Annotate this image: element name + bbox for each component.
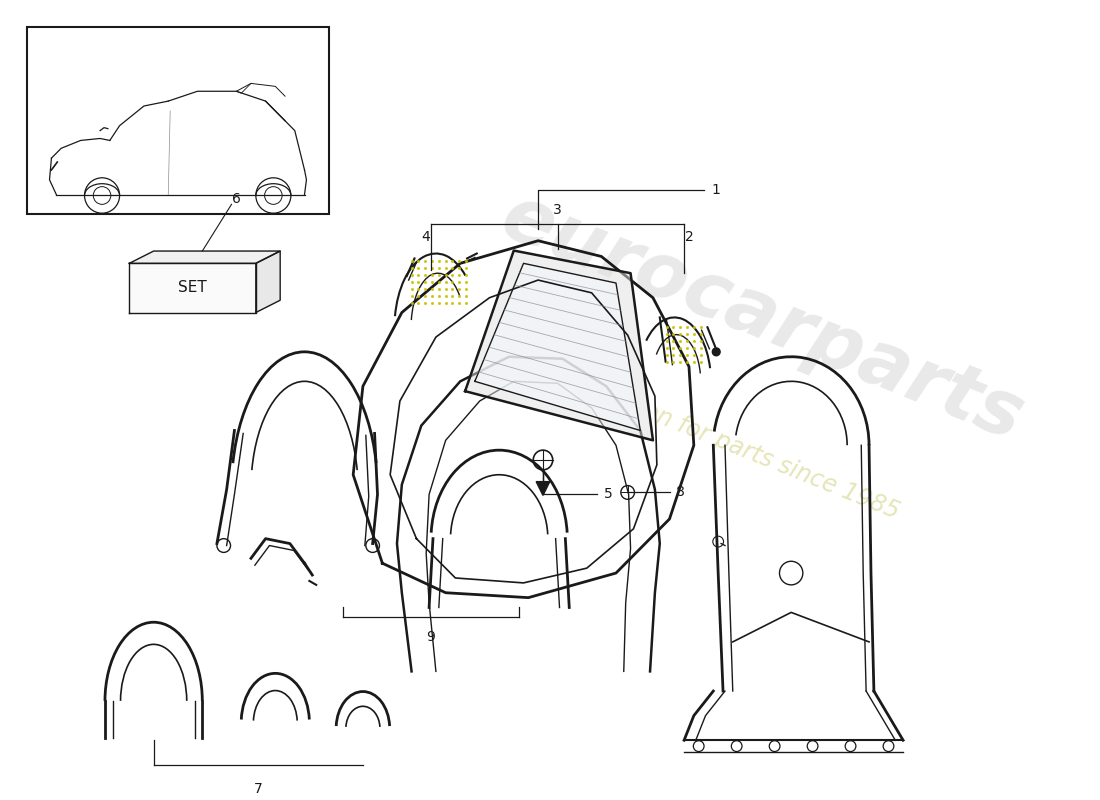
Text: SET: SET — [178, 281, 207, 295]
Text: 8: 8 — [676, 486, 685, 499]
Text: eurocarparts: eurocarparts — [491, 179, 1034, 456]
Text: 5: 5 — [604, 487, 613, 502]
Polygon shape — [130, 263, 256, 313]
Polygon shape — [465, 250, 653, 440]
Text: 4: 4 — [421, 230, 430, 244]
Text: 2: 2 — [684, 230, 693, 244]
Text: 7: 7 — [253, 782, 262, 795]
Text: a passion for parts since 1985: a passion for parts since 1985 — [563, 367, 903, 523]
Text: 3: 3 — [553, 203, 562, 217]
Polygon shape — [475, 263, 640, 430]
Text: 1: 1 — [712, 182, 720, 197]
Polygon shape — [256, 251, 280, 313]
Text: 9: 9 — [427, 630, 436, 644]
Bar — [28, 27, 329, 214]
Polygon shape — [130, 251, 280, 263]
Text: 6: 6 — [232, 193, 241, 206]
Polygon shape — [536, 482, 550, 495]
Polygon shape — [390, 280, 657, 583]
Circle shape — [713, 348, 721, 356]
